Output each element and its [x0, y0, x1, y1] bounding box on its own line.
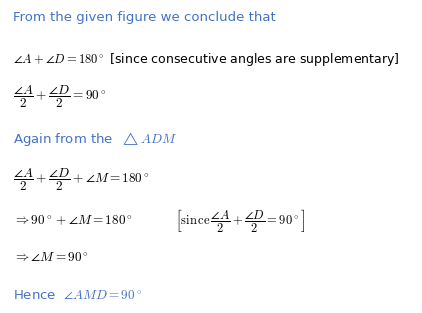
Text: $\left[\mathrm{sin\,ce}\,\dfrac{\angle A}{2}+\dfrac{\angle D}{2}=90^\circ\right]: $\left[\mathrm{sin\,ce}\,\dfrac{\angle A…	[175, 207, 305, 234]
Text: $\dfrac{\angle A}{2}+\dfrac{\angle D}{2}+\angle M=180^\circ$: $\dfrac{\angle A}{2}+\dfrac{\angle D}{2}…	[13, 167, 149, 193]
Text: Hence  $\angle AMD=90^\circ$: Hence $\angle AMD=90^\circ$	[13, 289, 142, 303]
Text: $\Rightarrow \angle M=90^\circ$: $\Rightarrow \angle M=90^\circ$	[13, 251, 89, 265]
Text: From the given figure we conclude that: From the given figure we conclude that	[13, 11, 276, 24]
Text: $\dfrac{\angle A}{2}+\dfrac{\angle D}{2}=90^\circ$: $\dfrac{\angle A}{2}+\dfrac{\angle D}{2}…	[13, 84, 106, 110]
Text: $\Rightarrow 90^\circ+\angle M=180^\circ$: $\Rightarrow 90^\circ+\angle M=180^\circ…	[13, 213, 133, 228]
Text: Again from the  $\triangle ADM$: Again from the $\triangle ADM$	[13, 130, 176, 148]
Text: $\angle A+\angle D=180^\circ$ [since consecutive angles are supplementary]: $\angle A+\angle D=180^\circ$ [since con…	[13, 51, 399, 68]
